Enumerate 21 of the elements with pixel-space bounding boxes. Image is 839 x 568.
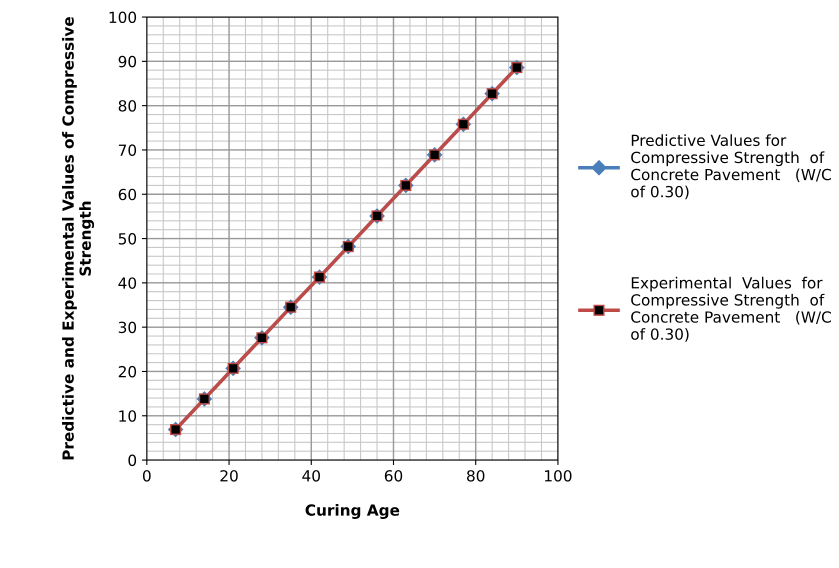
x-tick-label: 40 [302, 470, 320, 482]
y-tick-label: 40 [118, 277, 136, 289]
legend-label: Predictive Values for Compressive Strength of Concrete Pavement (W/C of 0.30) [631, 134, 831, 200]
y-tick-label: 10 [119, 410, 136, 422]
y-tick-label: 100 [110, 12, 136, 24]
x-tick-label: 20 [220, 470, 238, 482]
y-tick-label: 50 [118, 233, 136, 245]
y-tick-label: 60 [118, 188, 136, 200]
y-tick-label: 90 [118, 56, 136, 68]
y-tick-label: 20 [118, 366, 136, 378]
y-tick-label: 0 [128, 454, 136, 466]
y-axis-title: Predictive and Experimental Values of Compressive Strength [62, 17, 94, 460]
x-tick-label: 0 [142, 470, 151, 482]
y-tick-label: 30 [118, 322, 136, 334]
x-tick-label: 80 [467, 470, 484, 482]
x-axis-title: Curing Age [306, 504, 400, 519]
x-tick-label: 60 [384, 470, 402, 482]
y-tick-label: 70 [118, 144, 136, 156]
legend-label: Experimental Values for Compressive Strength of Concrete Pavement (W/C of 0.30) [631, 276, 831, 342]
x-tick-label: 100 [545, 470, 572, 482]
y-tick-label: 80 [118, 100, 136, 112]
